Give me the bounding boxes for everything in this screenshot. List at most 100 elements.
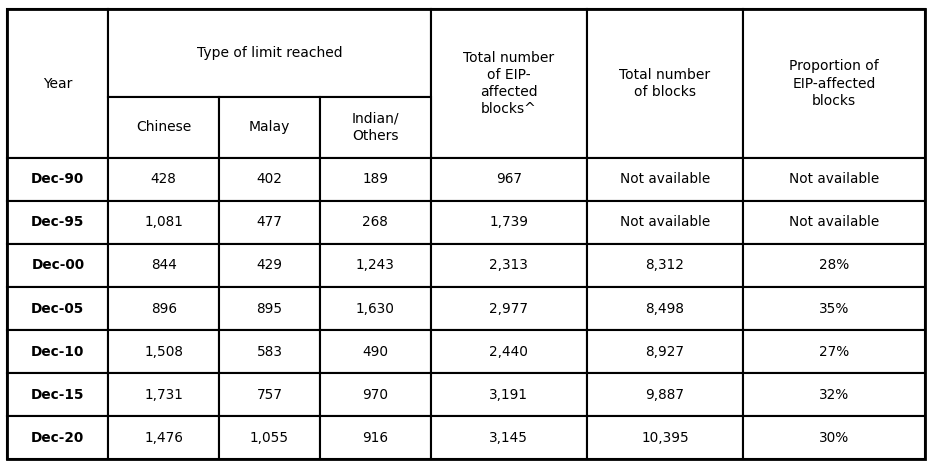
Bar	[743, 373, 925, 416]
Bar	[320, 330, 431, 373]
Bar	[219, 287, 320, 330]
Text: 32%: 32%	[818, 388, 849, 402]
Text: 8,312: 8,312	[646, 258, 684, 272]
Bar	[743, 158, 925, 201]
Text: Not available: Not available	[620, 215, 710, 229]
Bar	[320, 373, 431, 416]
Bar	[431, 158, 587, 201]
Text: 970: 970	[363, 388, 389, 402]
Bar	[431, 330, 587, 373]
Text: 477: 477	[256, 215, 282, 229]
Text: 8,927: 8,927	[646, 344, 684, 359]
Text: 916: 916	[363, 431, 389, 445]
Text: 30%: 30%	[818, 431, 849, 445]
Bar	[7, 244, 108, 287]
Bar	[431, 287, 587, 330]
Text: Not available: Not available	[620, 172, 710, 186]
Text: Indian/
Others: Indian/ Others	[351, 112, 399, 143]
Bar	[587, 244, 743, 287]
Text: 1,630: 1,630	[356, 301, 395, 315]
Bar	[320, 287, 431, 330]
Bar	[108, 244, 219, 287]
Text: 3,191: 3,191	[489, 388, 528, 402]
Bar	[219, 158, 320, 201]
Text: Chinese: Chinese	[136, 120, 191, 134]
Bar	[7, 373, 108, 416]
Text: 1,081: 1,081	[144, 215, 183, 229]
Bar	[108, 9, 431, 97]
Text: 428: 428	[151, 172, 176, 186]
Text: 757: 757	[256, 388, 282, 402]
Bar	[219, 373, 320, 416]
Bar	[587, 416, 743, 459]
Bar	[431, 201, 587, 244]
Bar	[219, 201, 320, 244]
Bar	[219, 416, 320, 459]
Bar	[7, 330, 108, 373]
Text: Type of limit reached: Type of limit reached	[197, 46, 342, 60]
Text: 895: 895	[256, 301, 282, 315]
Text: 2,313: 2,313	[489, 258, 528, 272]
Text: 10,395: 10,395	[641, 431, 689, 445]
Bar	[743, 201, 925, 244]
Bar	[108, 201, 219, 244]
Text: Dec-05: Dec-05	[31, 301, 85, 315]
Text: 189: 189	[363, 172, 389, 186]
Bar	[219, 97, 320, 158]
Bar	[219, 330, 320, 373]
Bar	[7, 201, 108, 244]
Text: 844: 844	[151, 258, 176, 272]
Text: Total number
of EIP-
affected
blocks^: Total number of EIP- affected blocks^	[463, 50, 555, 117]
Text: Malay: Malay	[249, 120, 290, 134]
Bar	[587, 201, 743, 244]
Text: 3,145: 3,145	[489, 431, 528, 445]
Text: 402: 402	[256, 172, 282, 186]
Text: 1,243: 1,243	[356, 258, 395, 272]
Bar	[108, 97, 219, 158]
Text: 1,055: 1,055	[250, 431, 289, 445]
Text: 490: 490	[363, 344, 389, 359]
Bar	[587, 330, 743, 373]
Bar	[320, 97, 431, 158]
Bar	[743, 330, 925, 373]
Text: 1,476: 1,476	[144, 431, 183, 445]
Bar	[431, 416, 587, 459]
Text: 896: 896	[151, 301, 177, 315]
Bar	[431, 373, 587, 416]
Bar	[7, 416, 108, 459]
Text: Total number
of blocks: Total number of blocks	[620, 68, 710, 99]
Text: 1,508: 1,508	[144, 344, 184, 359]
Text: 2,440: 2,440	[489, 344, 528, 359]
Bar	[7, 287, 108, 330]
Bar	[320, 201, 431, 244]
Text: 429: 429	[256, 258, 282, 272]
Bar	[743, 416, 925, 459]
Text: 1,731: 1,731	[144, 388, 183, 402]
Text: 2,977: 2,977	[489, 301, 528, 315]
Bar	[108, 330, 219, 373]
Text: 28%: 28%	[818, 258, 849, 272]
Text: 583: 583	[256, 344, 282, 359]
Bar	[431, 9, 587, 158]
Text: 9,887: 9,887	[646, 388, 684, 402]
Text: 1,739: 1,739	[489, 215, 528, 229]
Bar	[320, 158, 431, 201]
Bar	[108, 373, 219, 416]
Text: Dec-00: Dec-00	[32, 258, 85, 272]
Text: 8,498: 8,498	[646, 301, 684, 315]
Bar	[587, 9, 743, 158]
Bar	[587, 373, 743, 416]
Bar	[743, 287, 925, 330]
Text: Dec-20: Dec-20	[31, 431, 85, 445]
Bar	[587, 287, 743, 330]
Text: 967: 967	[496, 172, 522, 186]
Bar	[108, 416, 219, 459]
Bar	[7, 158, 108, 201]
Bar	[7, 9, 108, 158]
Bar	[219, 244, 320, 287]
Bar	[743, 9, 925, 158]
Bar	[108, 158, 219, 201]
Text: 27%: 27%	[818, 344, 849, 359]
Bar	[743, 244, 925, 287]
Bar	[587, 158, 743, 201]
